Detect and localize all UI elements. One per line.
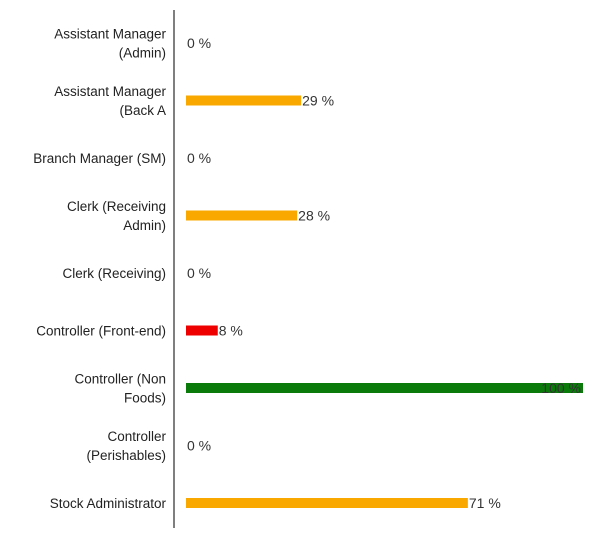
bar: [186, 325, 218, 336]
category-label: Branch Manager (SM): [33, 151, 166, 166]
value-label: 0 %: [187, 150, 211, 166]
category-label: Assistant Manager (Back A: [54, 84, 166, 118]
value-label: 28 %: [298, 208, 330, 224]
bar: [186, 383, 583, 393]
bar: [186, 95, 302, 106]
value-label: 0 %: [187, 35, 211, 51]
value-label: 29 %: [302, 93, 334, 109]
category-label: Stock Administrator: [50, 496, 167, 511]
bar: [186, 210, 298, 221]
category-label: Clerk (Receiving): [62, 266, 166, 281]
category-label: Controller (Perishables): [86, 429, 166, 463]
value-label: 0 %: [187, 438, 211, 454]
category-label: Controller (Front-end): [36, 324, 166, 339]
category-label: Controller (Non Foods): [74, 372, 166, 406]
category-label: Clerk (Receiving Admin): [67, 199, 166, 233]
value-label: 8 %: [219, 323, 243, 339]
bar: [186, 498, 468, 508]
category-label: Assistant Manager (Admin): [54, 27, 166, 61]
value-label: 71 %: [469, 495, 501, 511]
value-label: 0 %: [187, 265, 211, 281]
value-label: 100 %: [541, 380, 581, 396]
